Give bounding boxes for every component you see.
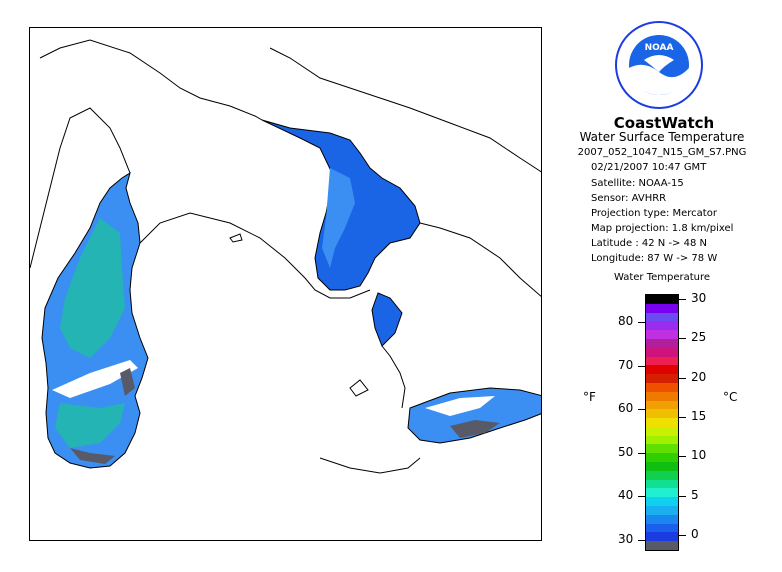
coastline-upper-peninsula — [39, 39, 263, 121]
colorbar-step — [646, 303, 678, 314]
celsius-tick-label: 20 — [691, 369, 707, 384]
colorbar — [645, 294, 679, 551]
colorbar-step — [646, 497, 678, 507]
lake-michigan-teal — [60, 218, 125, 358]
coastline-erie-south — [319, 457, 421, 474]
subtitle: Water Surface Temperature — [579, 130, 745, 144]
satellite: Satellite: NOAA-15 — [591, 178, 684, 189]
colorbar-step — [646, 514, 678, 525]
colorbar-step — [646, 400, 678, 410]
filename: 2007_052_1047_N15_GM_S7.PNG — [577, 147, 747, 158]
colorbar-step — [646, 374, 678, 384]
colorbar-step — [646, 523, 678, 533]
logo-text: NOAA — [645, 43, 674, 53]
lake-michigan-ice-1 — [120, 368, 135, 396]
colorbar-step — [646, 347, 678, 358]
colorbar-step — [646, 338, 678, 349]
celsius-tick — [679, 377, 686, 379]
celsius-tick — [679, 456, 686, 458]
coastline-north — [269, 47, 541, 173]
colorbar-step — [646, 409, 678, 419]
celsius-tick — [679, 416, 686, 418]
lake-michigan-south-teal — [55, 403, 125, 448]
datetime: 02/21/2007 10:47 GMT — [591, 162, 707, 173]
coastline-lower-peninsula — [139, 212, 371, 299]
celsius-tick — [679, 299, 686, 300]
coastline-ontario — [419, 222, 541, 297]
colorbar-step — [646, 470, 678, 481]
lake-huron-mid — [322, 168, 355, 268]
legend-title: Water Temperature — [613, 272, 711, 283]
colorbar-step — [646, 479, 678, 489]
colorbar-step — [646, 382, 678, 393]
colorbar-step — [646, 295, 678, 305]
unit-fahrenheit: °F — [583, 390, 596, 404]
colorbar-step — [646, 444, 678, 454]
colorbar-step — [646, 532, 678, 542]
lake-erie-white — [425, 396, 495, 416]
colorbar-step — [646, 462, 678, 472]
latitude: Latitude : 42 N -> 48 N — [591, 238, 707, 249]
colorbar-step — [646, 391, 678, 401]
colorbar-step — [646, 426, 678, 437]
celsius-tick-label: 0 — [691, 526, 699, 541]
fahrenheit-tick-label: 80 — [618, 314, 634, 328]
colorbar-step — [646, 312, 678, 322]
island-2 — [349, 379, 369, 397]
celsius-tick — [679, 495, 686, 497]
colorbar-step — [646, 365, 678, 375]
celsius-tick-label: 10 — [691, 448, 707, 463]
fahrenheit-tick — [638, 539, 645, 541]
fahrenheit-tick — [638, 365, 645, 367]
fahrenheit-tick-label: 50 — [618, 444, 634, 459]
longitude: Longitude: 87 W -> 78 W — [591, 253, 718, 264]
fahrenheit-tick — [638, 496, 645, 497]
lake-michigan-white-patch — [52, 360, 138, 398]
projection-type: Projection type: Mercator — [591, 208, 717, 219]
sensor: Sensor: AVHRR — [591, 193, 667, 204]
celsius-tick-label: 25 — [691, 330, 707, 345]
lake-erie-ice — [450, 420, 500, 438]
colorbar-step — [646, 435, 678, 445]
fahrenheit-tick-label: 30 — [618, 531, 634, 546]
celsius-tick — [679, 534, 686, 536]
great-lakes-map[interactable] — [30, 28, 542, 541]
celsius-tick — [679, 338, 686, 340]
fahrenheit-tick — [638, 452, 645, 454]
fahrenheit-tick — [638, 322, 645, 323]
fahrenheit-tick-label: 70 — [618, 357, 634, 372]
map-panel[interactable] — [29, 27, 542, 541]
island-1 — [229, 233, 243, 243]
colorbar-step — [646, 330, 678, 340]
colorbar-step — [646, 506, 678, 516]
celsius-tick-label: 15 — [691, 408, 707, 423]
coastline-thumb — [381, 345, 406, 409]
fahrenheit-tick — [638, 409, 645, 410]
colorbar-step — [646, 356, 678, 366]
fahrenheit-tick-label: 60 — [618, 401, 634, 415]
lake-michigan-ice-2 — [70, 448, 115, 464]
celsius-tick-label: 5 — [691, 487, 699, 502]
map-projection: Map projection: 1.8 km/pixel — [591, 223, 734, 234]
celsius-tick-label: 30 — [691, 291, 707, 305]
lake-erie — [407, 387, 541, 444]
noaa-logo: NOAA — [615, 21, 703, 109]
colorbar-step — [646, 453, 678, 463]
colorbar-step — [646, 488, 678, 498]
saginaw-bay — [371, 292, 403, 347]
unit-celsius: °C — [723, 390, 738, 404]
app-title: CoastWatch — [613, 114, 715, 132]
coastline-west — [30, 107, 131, 269]
colorbar-step — [646, 541, 678, 551]
fahrenheit-tick-label: 40 — [618, 488, 634, 502]
colorbar-step — [646, 321, 678, 331]
colorbar-step — [646, 418, 678, 428]
